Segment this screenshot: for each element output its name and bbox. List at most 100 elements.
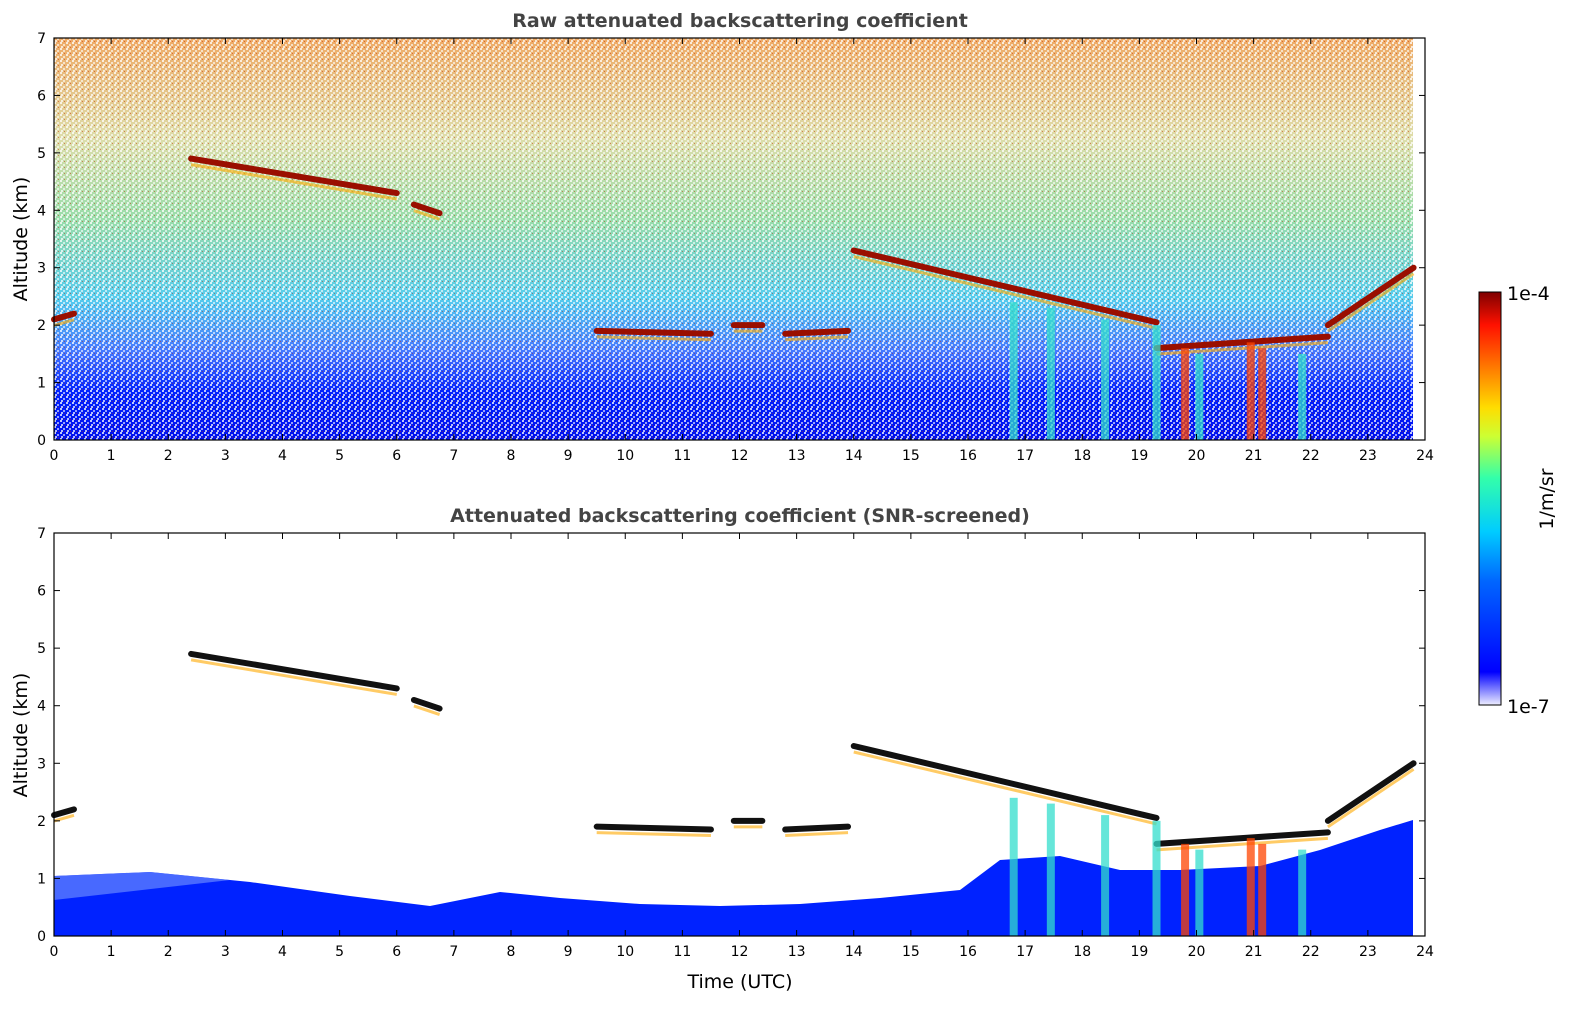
panel2-cloud-edge	[853, 750, 1157, 826]
panel2-xtick-label: 6	[392, 944, 401, 960]
panel1-cloud-layers	[51, 155, 1417, 440]
panel1-xtick-label: 8	[507, 448, 516, 464]
panel2-cloud-layer	[51, 806, 77, 819]
panel2-xtick-label: 14	[845, 944, 863, 960]
colorbar-gradient	[1478, 291, 1502, 706]
panel2-cloud-layer	[1324, 760, 1417, 824]
panel2-xtick-label: 5	[335, 944, 344, 960]
panel2-plot: 0 1 2 3 4 5 6 7 8 9 10 11 12 13 14 15 16 17 18 19 20 21 22 23 24…	[37, 526, 1434, 960]
panel1-xtick-label: 17	[1016, 448, 1034, 464]
panel1-ytick-label: 7	[37, 31, 46, 47]
panel1-precip-streak	[1246, 342, 1255, 440]
panel2-xtick-label: 9	[564, 944, 573, 960]
panel1-cloud-edge	[785, 335, 849, 342]
panel1-precip-streak	[1046, 307, 1055, 440]
panel1-cloud-layer	[1153, 333, 1331, 352]
panel2-cloud-layer	[782, 823, 852, 833]
panel2-cloud-edge	[785, 831, 849, 837]
panel2-xtick-label: 12	[731, 944, 749, 960]
panel2-cloud-layers	[51, 650, 1417, 936]
panel1-xtick-label: 2	[164, 448, 173, 464]
panel1-xtick-label: 14	[845, 448, 863, 464]
panel2-xtick-label: 4	[278, 944, 287, 960]
panel2-xtick-label: 23	[1359, 944, 1377, 960]
panel1-xtick-label: 4	[278, 448, 287, 464]
panel1-xtick-label: 23	[1359, 448, 1377, 464]
panel2-ytick-label: 0	[37, 929, 46, 945]
panel1-cloud-edge	[596, 335, 711, 342]
panel2-xtick-label: 1	[107, 944, 116, 960]
panel2-precip-streak	[1181, 843, 1190, 936]
panel1-cloud-layer	[782, 327, 852, 337]
panel2-precip-streak	[1195, 849, 1204, 936]
panel1-xtick-label: 7	[449, 448, 458, 464]
colorbar-max-label: 1e-4	[1507, 283, 1550, 305]
panel2-ytick-label: 2	[37, 814, 46, 830]
panel2-xtick-label: 10	[616, 944, 634, 960]
panel1-xtick-label: 6	[392, 448, 401, 464]
panel1-ytick-label: 5	[37, 146, 46, 162]
panel2-xtick-label: 3	[221, 944, 230, 960]
panel1-cloud-layer	[188, 155, 400, 197]
panel1-precip-streak	[1101, 319, 1110, 440]
panel1-precip-streak	[1298, 353, 1307, 440]
panel2-precip-streak	[1246, 838, 1255, 936]
panel2-xtick-label: 19	[1130, 944, 1148, 960]
panel1-xtick-label: 15	[902, 448, 920, 464]
panel1-xtick-label: 1	[107, 448, 116, 464]
colorbar-min-label: 1e-7	[1507, 696, 1550, 718]
panel2-cloud-edge	[596, 831, 711, 837]
panel2-precip-streak	[1298, 849, 1307, 936]
panel1-ytick-label: 4	[37, 203, 46, 219]
panel2-cloud-layer	[188, 650, 400, 692]
panel2-precip-streak	[1152, 820, 1161, 936]
panel1-cloud-edge	[1327, 272, 1415, 333]
panel1-xtick-label: 22	[1302, 448, 1320, 464]
panel2-cloud-edge	[1327, 768, 1415, 829]
panel2-xtick-label: 21	[1245, 944, 1263, 960]
panel2-xtick-label: 20	[1188, 944, 1206, 960]
panel1-precip-streak	[1181, 348, 1190, 440]
panel2-xtick-label: 2	[164, 944, 173, 960]
panel2-cloud-edge	[53, 813, 75, 823]
panel2-precip-streak	[1101, 815, 1110, 936]
colorbar-unit-label: 1/m/sr	[1536, 468, 1558, 529]
panel1-cloud-layer	[51, 310, 77, 323]
panel1-cloud-layer	[593, 327, 714, 337]
panel1-plot: 0 1 2 3 4 5 6 7 8 9 10 11 12 13 14 15 16 17 18 19 20 21 22 23 24…	[37, 31, 1434, 464]
panel2-xlabel: Time (UTC)	[686, 971, 792, 993]
panel2-precip-streak	[1258, 843, 1267, 936]
panel1-xtick-label: 11	[673, 448, 691, 464]
panel2-xtick-label: 18	[1073, 944, 1091, 960]
panel2-cloud-edge	[413, 704, 441, 717]
panel1-ytick-label: 0	[37, 433, 46, 449]
panel2-ylabel: Altitude (km)	[10, 673, 32, 798]
panel1-xtick-label: 13	[788, 448, 806, 464]
panel2-xtick-label: 17	[1016, 944, 1034, 960]
panel1-ytick-label: 2	[37, 318, 46, 334]
panel1-xtick-label: 20	[1188, 448, 1206, 464]
panel2-title: Attenuated backscattering coefficient (S…	[450, 505, 1030, 527]
panel2-xtick-label: 22	[1302, 944, 1320, 960]
panel1-ytick-label: 3	[37, 261, 46, 277]
panel1-xtick-label: 16	[959, 448, 977, 464]
panel2-xtick-label: 0	[50, 944, 59, 960]
panel2-xtick-label: 15	[902, 944, 920, 960]
panel2-xtick-label: 8	[507, 944, 516, 960]
panel2-precip-streak	[1009, 797, 1018, 936]
panel1-nodata-strip	[1413, 38, 1425, 440]
panel2-ytick-label: 5	[37, 641, 46, 657]
panel2-ytick-label: 1	[37, 871, 46, 887]
panel2-cloud-layer	[1153, 829, 1331, 847]
panel1-xtick-label: 0	[50, 448, 59, 464]
panel2-ytick-label: 6	[37, 584, 46, 600]
panel1-cloud-edge	[853, 255, 1157, 330]
panel1-cloud-layer	[850, 247, 1160, 326]
panel1-xtick-label: 12	[731, 448, 749, 464]
panel1-cloud-layer	[410, 201, 443, 217]
panel1-xtick-label: 19	[1130, 448, 1148, 464]
panel1-xtick-label: 5	[335, 448, 344, 464]
panel1-xtick-label: 24	[1416, 448, 1434, 464]
panel2-cloud-layer	[410, 696, 443, 712]
